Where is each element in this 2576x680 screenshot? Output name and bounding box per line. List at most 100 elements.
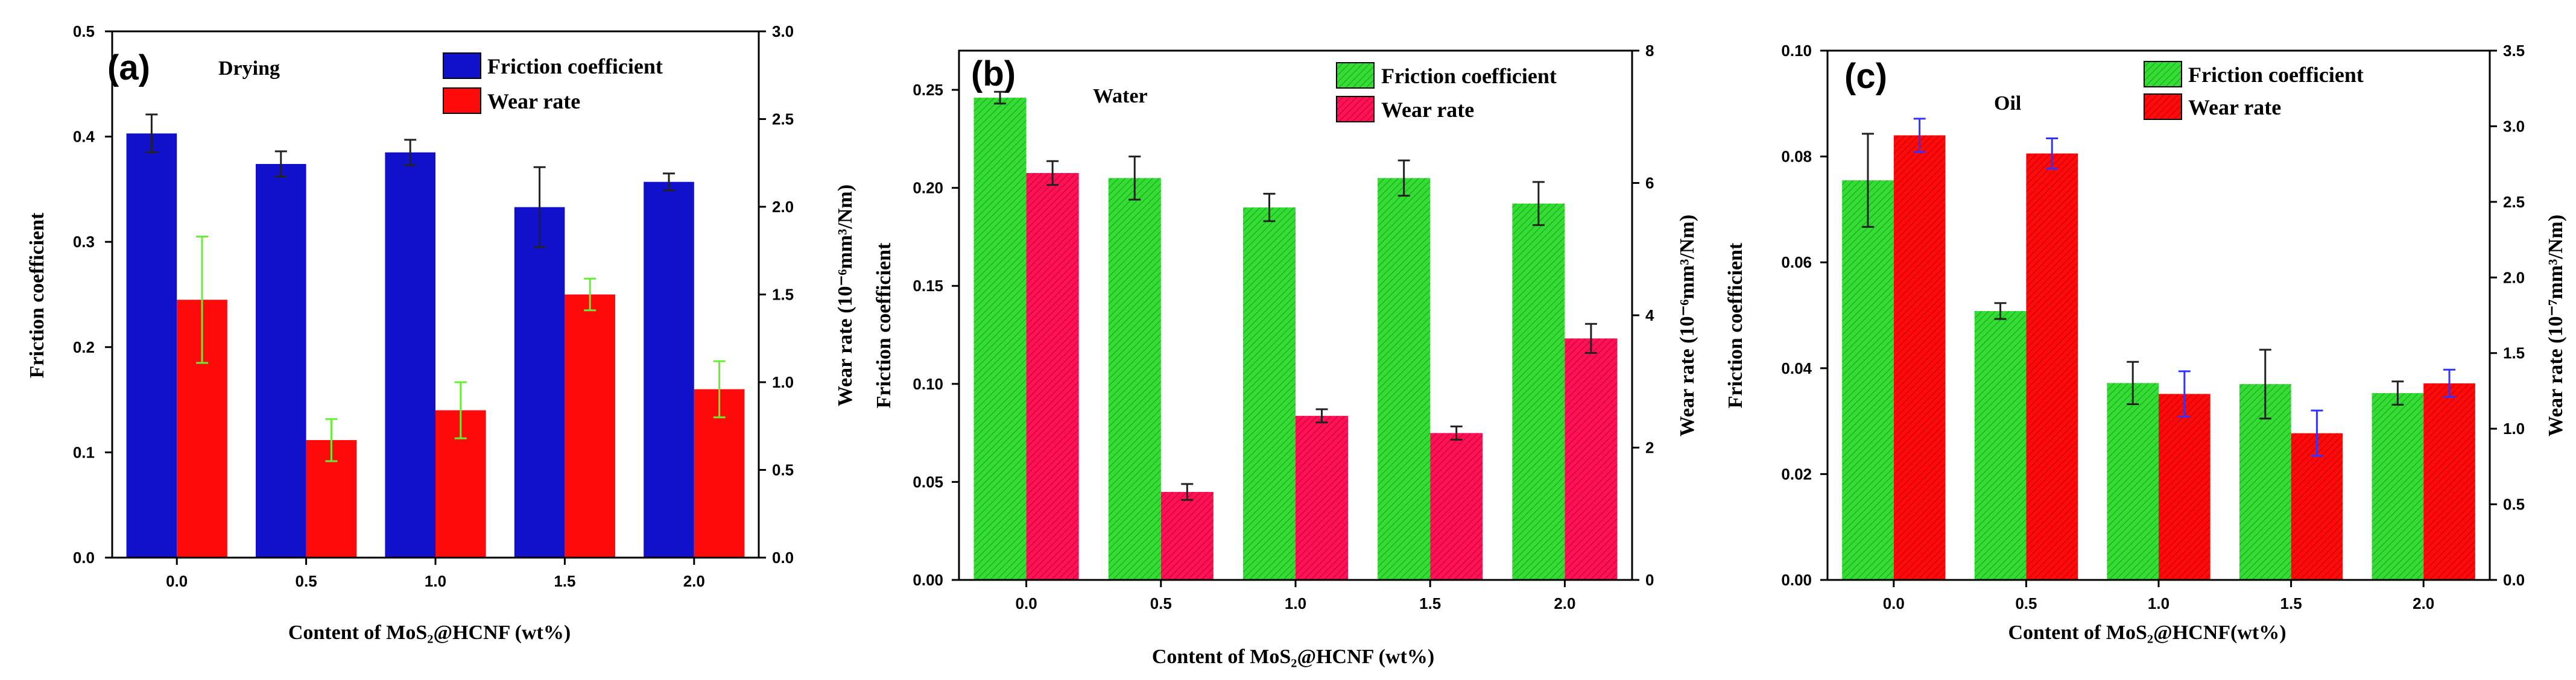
legend-label-friction: Friction coefficient (487, 54, 663, 78)
error-bar (454, 381, 467, 439)
y2-tick-label: 3.0 (2503, 117, 2525, 135)
y-tick-label: 0.00 (1781, 571, 1812, 589)
panel-b-errorbars (994, 90, 1597, 501)
legend-label-wear: Wear rate (1381, 98, 1474, 122)
x-tick-label: 1.0 (1285, 594, 1306, 612)
x-tick-label: 1.5 (2280, 594, 2302, 612)
bar-friction-coefficient-1.0 (1242, 207, 1296, 580)
legend: Friction coefficient Wear rate (2144, 61, 2364, 120)
panel-b: 0.00 0.05 0.10 0.15 0.20 0.25 0 2 4 6 8 0.0 0.5 1.0 1.… (873, 42, 1698, 668)
bar-wear-rate-0.0 (1026, 173, 1079, 581)
y-tick-label: 0.02 (1781, 465, 1812, 483)
y2-tick-label: 0 (1645, 571, 1654, 589)
bar-friction-coefficient-0.0 (1842, 180, 1894, 580)
error-bar (662, 172, 675, 192)
error-bar (404, 139, 417, 166)
bar-friction-coefficient-0.5 (1974, 310, 2027, 580)
x-axis-title: Content of MoS₂@HCNF (wt%) (1152, 646, 1434, 668)
legend-swatch-wear (1336, 96, 1375, 122)
y-tick-label: 0.4 (73, 128, 95, 146)
legend-swatch-friction (1336, 62, 1375, 89)
y2-tick-label: 1.5 (2503, 344, 2525, 362)
y2-tick-label: 4 (1645, 306, 1654, 324)
panel-b-bars (973, 98, 1618, 581)
bar-friction-coefficient-1.5 (1378, 178, 1431, 580)
y2-tick-label: 0.5 (2503, 496, 2525, 514)
y-tick-label: 0.20 (913, 179, 943, 197)
error-bar (1397, 159, 1410, 197)
bar-wear-rate-2.0 (1565, 338, 1618, 580)
x-tick-label: 2.0 (1554, 594, 1575, 612)
panel-label: (b) (971, 54, 1016, 93)
error-bar (325, 418, 338, 462)
x-tick-label: 1.5 (1419, 594, 1441, 612)
x-tick-label: 1.0 (425, 572, 446, 590)
y2-tick-label: 3.0 (772, 22, 794, 40)
legend-swatch-friction (443, 52, 481, 79)
panel-a: 0.0 0.1 0.2 0.3 0.4 0.5 0.0 0.5 1.0 1.5 2.0 2.5 3.0 0… (26, 22, 856, 644)
y-axis-title: Friction coefficient (873, 242, 895, 408)
x-tick-label: 0.0 (1883, 594, 1905, 612)
legend-label-friction: Friction coefficient (2188, 63, 2364, 87)
y2-tick-label: 1.0 (2503, 420, 2525, 438)
error-bar (1861, 133, 1874, 228)
panel-a-ticks: 0.0 0.1 0.2 0.3 0.4 0.5 0.0 0.5 1.0 1.5 2.0 2.5 3.0 0… (73, 22, 794, 590)
panel-b-ticks: 0.00 0.05 0.10 0.15 0.20 0.25 0 2 4 6 8 0.0 0.5 1.0 1.… (913, 42, 1654, 612)
x-tick-label: 1.5 (554, 572, 575, 590)
legend-label-wear: Wear rate (2188, 95, 2281, 119)
panel-label: (a) (107, 48, 150, 87)
y2-tick-label: 3.5 (2503, 42, 2525, 60)
legend-swatch-friction (2144, 61, 2182, 87)
legend-swatch-wear (2144, 93, 2182, 120)
error-bar (1913, 118, 1926, 153)
panel-c: 0.00 0.02 0.04 0.06 0.08 0.10 0.0 0.5 1.0 1.5 2.0 2… (1724, 42, 2567, 644)
y2-tick-label: 2.0 (2503, 268, 2525, 286)
x-axis-title: Content of MoS₂@HCNF (wt%) (288, 622, 571, 644)
x-tick-label: 2.0 (683, 572, 705, 590)
y2-tick-label: 2.5 (2503, 193, 2525, 211)
bar-wear-rate-1.0 (1296, 415, 1349, 580)
x-tick-label: 0.5 (1150, 594, 1172, 612)
error-bar (2127, 360, 2139, 406)
y2-tick-label: 2.5 (772, 110, 794, 128)
y-tick-label: 0.10 (1781, 42, 1812, 60)
bar-friction-coefficient-0.5 (1108, 178, 1161, 580)
y-tick-label: 0.06 (1781, 253, 1812, 271)
error-bar (2311, 409, 2323, 457)
bar-friction-coefficient-2.0 (2372, 393, 2424, 580)
y2-axis-title: Wear rate (10⁻⁷mm³/Nm) (2545, 215, 2567, 436)
y-axis-title: Friction coefficient (26, 212, 48, 378)
error-bar (533, 166, 546, 248)
bar-wear-rate-0.5 (1160, 492, 1214, 580)
legend: Friction coefficient Wear rate (1336, 62, 1557, 122)
bar-wear-rate-1.0 (2159, 394, 2210, 580)
condition-label: Drying (218, 57, 280, 80)
error-bar (994, 90, 1007, 105)
error-bar (1046, 160, 1059, 186)
bar-friction-coefficient-0.0 (973, 98, 1027, 581)
y2-tick-label: 0.0 (2503, 571, 2525, 589)
panel-c-ticks: 0.00 0.02 0.04 0.06 0.08 0.10 0.0 0.5 1.0 1.5 2.0 2… (1781, 42, 2525, 612)
error-bar (1994, 302, 2007, 320)
y-tick-label: 0.10 (913, 375, 943, 393)
legend-swatch-wear (443, 87, 481, 114)
bar-friction-coefficient-0.0 (126, 133, 177, 558)
bar-friction-coefficient-0.5 (255, 163, 306, 558)
error-bar (145, 113, 158, 154)
error-bar (2046, 137, 2059, 170)
y2-tick-label: 8 (1645, 42, 1654, 60)
error-bar (1584, 323, 1597, 354)
error-bar (713, 360, 726, 418)
error-bar (1263, 192, 1276, 222)
error-bar (1181, 483, 1194, 501)
legend-label-friction: Friction coefficient (1381, 64, 1557, 88)
condition-label: Oil (1994, 92, 2021, 115)
error-bar (1315, 408, 1328, 424)
bar-wear-rate-1.5 (2291, 433, 2343, 580)
y2-axis-title: Wear rate (10⁻⁶mm³/Nm) (1676, 215, 1698, 436)
y-tick-label: 0.25 (913, 81, 943, 99)
x-tick-label: 0.5 (2015, 594, 2037, 612)
condition-label: Water (1093, 85, 1148, 107)
legend-label-wear: Wear rate (487, 89, 580, 113)
